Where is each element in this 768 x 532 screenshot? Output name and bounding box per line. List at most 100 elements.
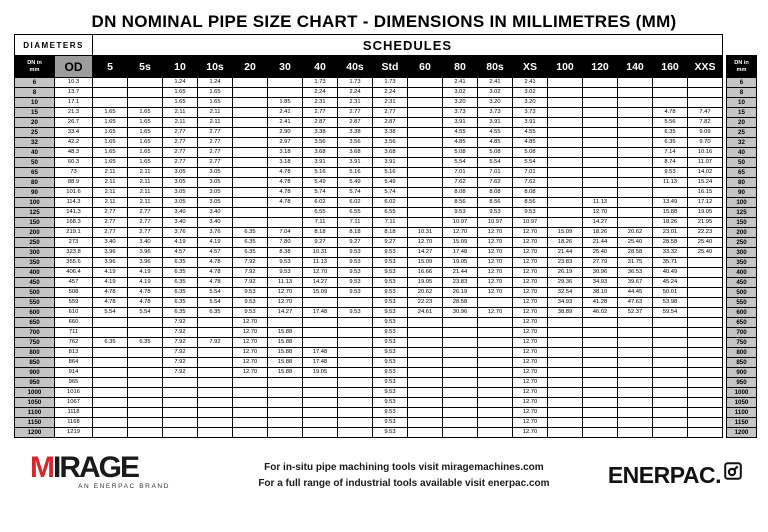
value-cell: 15.09 (547, 227, 583, 238)
value-cell: 12.70 (512, 247, 548, 258)
dn-header-right: DN in mm (726, 55, 757, 78)
value-cell: 12.70 (477, 257, 513, 268)
value-cell (232, 147, 268, 158)
value-cell: 12.70 (512, 387, 548, 398)
schedule-column-header: XXS (687, 55, 723, 78)
value-cell: 6.35 (232, 247, 268, 258)
value-cell: 9.53 (372, 347, 408, 358)
value-cell (407, 147, 443, 158)
value-cell: 8.38 (267, 247, 303, 258)
value-cell: 9.53 (512, 207, 548, 218)
value-cell: 1.65 (127, 137, 163, 148)
table-row: 125 141.3 2.77 2.77 3.40 3.40 6.55 6.55 6.55 9.53… (14, 207, 757, 218)
value-cell (617, 127, 653, 138)
value-cell (197, 387, 233, 398)
value-cell: 45.24 (652, 277, 688, 288)
value-cell: 12.70 (267, 297, 303, 308)
value-cell (652, 327, 688, 338)
value-cell: 30.96 (442, 307, 478, 318)
value-cell: 14.27 (407, 247, 443, 258)
value-cell: 4.78 (92, 287, 128, 298)
value-cell: 12.70 (512, 397, 548, 408)
value-cell (232, 137, 268, 148)
column-gap (722, 77, 727, 88)
value-cell: 6.02 (372, 197, 408, 208)
value-cell (687, 377, 723, 388)
value-cell: 25.40 (582, 247, 618, 258)
value-cell: 2.24 (372, 87, 408, 98)
value-cell (652, 77, 688, 88)
value-cell: 8.56 (477, 197, 513, 208)
value-cell: 2.24 (302, 87, 338, 98)
table-row: 32 42.2 1.65 1.65 2.77 2.77 2.97 3.56 3.56 3.56 4.… (14, 137, 757, 148)
value-cell: 7.04 (267, 227, 303, 238)
value-cell: 3.73 (442, 107, 478, 118)
dn-cell-right: 200 (726, 227, 757, 238)
value-cell (162, 377, 198, 388)
dn-cell-right: 125 (726, 207, 757, 218)
column-gap (722, 237, 727, 248)
value-cell: 2.77 (197, 147, 233, 158)
value-cell: 3.20 (512, 97, 548, 108)
value-cell: 3.40 (162, 207, 198, 218)
value-cell: 9.53 (337, 267, 373, 278)
value-cell (687, 87, 723, 98)
dn-cell-right: 15 (726, 107, 757, 118)
value-cell: 3.91 (302, 157, 338, 168)
value-cell (547, 97, 583, 108)
value-cell (582, 377, 618, 388)
value-cell: 26.19 (547, 267, 583, 278)
value-cell: 2.77 (197, 137, 233, 148)
column-gap (722, 327, 727, 338)
schedule-column-header: 5 (92, 55, 128, 78)
value-cell (687, 407, 723, 418)
value-cell: 2.41 (267, 107, 303, 118)
value-cell (617, 187, 653, 198)
table-row: 550 559 4.78 4.78 6.35 5.54 9.53 12.70 9.53 22.23… (14, 297, 757, 308)
value-cell: 3.38 (302, 127, 338, 138)
value-cell: 2.77 (92, 227, 128, 238)
value-cell (477, 417, 513, 428)
value-cell (197, 317, 233, 328)
value-cell: 2.77 (92, 207, 128, 218)
value-cell: 5.54 (197, 287, 233, 298)
value-cell: 5.56 (652, 117, 688, 128)
od-cell: 1118 (54, 407, 93, 418)
value-cell (407, 127, 443, 138)
dn-cell-right: 40 (726, 147, 757, 158)
table-row: 1100 1118 9.53 12.70 1100 (14, 407, 757, 418)
dn-cell-right: 150 (726, 217, 757, 228)
value-cell: 4.85 (442, 137, 478, 148)
value-cell (687, 337, 723, 348)
value-cell: 9.53 (337, 307, 373, 318)
dn-cell: 400 (14, 267, 55, 278)
value-cell: 2.11 (127, 167, 163, 178)
value-cell: 7.92 (162, 327, 198, 338)
column-gap (722, 87, 727, 98)
value-cell (92, 327, 128, 338)
value-cell (547, 367, 583, 378)
value-cell: 12.70 (477, 247, 513, 258)
dn-cell-right: 800 (726, 347, 757, 358)
value-cell (92, 97, 128, 108)
table-row: 600 610 5.54 5.54 6.35 6.35 9.53 14.27 17.48 9.53… (14, 307, 757, 318)
value-cell (617, 407, 653, 418)
value-cell: 1.65 (92, 127, 128, 138)
value-cell (652, 357, 688, 368)
value-cell (547, 397, 583, 408)
dn-cell-right: 8 (726, 87, 757, 98)
od-cell: 610 (54, 307, 93, 318)
column-gap (722, 397, 727, 408)
value-cell: 6.35 (652, 127, 688, 138)
od-cell: 559 (54, 297, 93, 308)
column-gap (722, 367, 727, 378)
table-row: 750 762 6.35 6.35 7.92 7.92 12.70 15.88 9.53 12.7… (14, 337, 757, 348)
mirage-wordmark: MIRAGE (30, 453, 200, 483)
value-cell: 9.09 (687, 127, 723, 138)
value-cell: 7.47 (687, 107, 723, 118)
value-cell (652, 397, 688, 408)
value-cell: 7.01 (512, 167, 548, 178)
table-row: 350 355.6 3.96 3.96 6.35 4.78 7.92 9.53 11.13 9.5… (14, 257, 757, 268)
value-cell: 4.55 (442, 127, 478, 138)
table-row: 25 33.4 1.65 1.65 2.77 2.77 2.90 3.38 3.38 3.38 4.… (14, 127, 757, 138)
